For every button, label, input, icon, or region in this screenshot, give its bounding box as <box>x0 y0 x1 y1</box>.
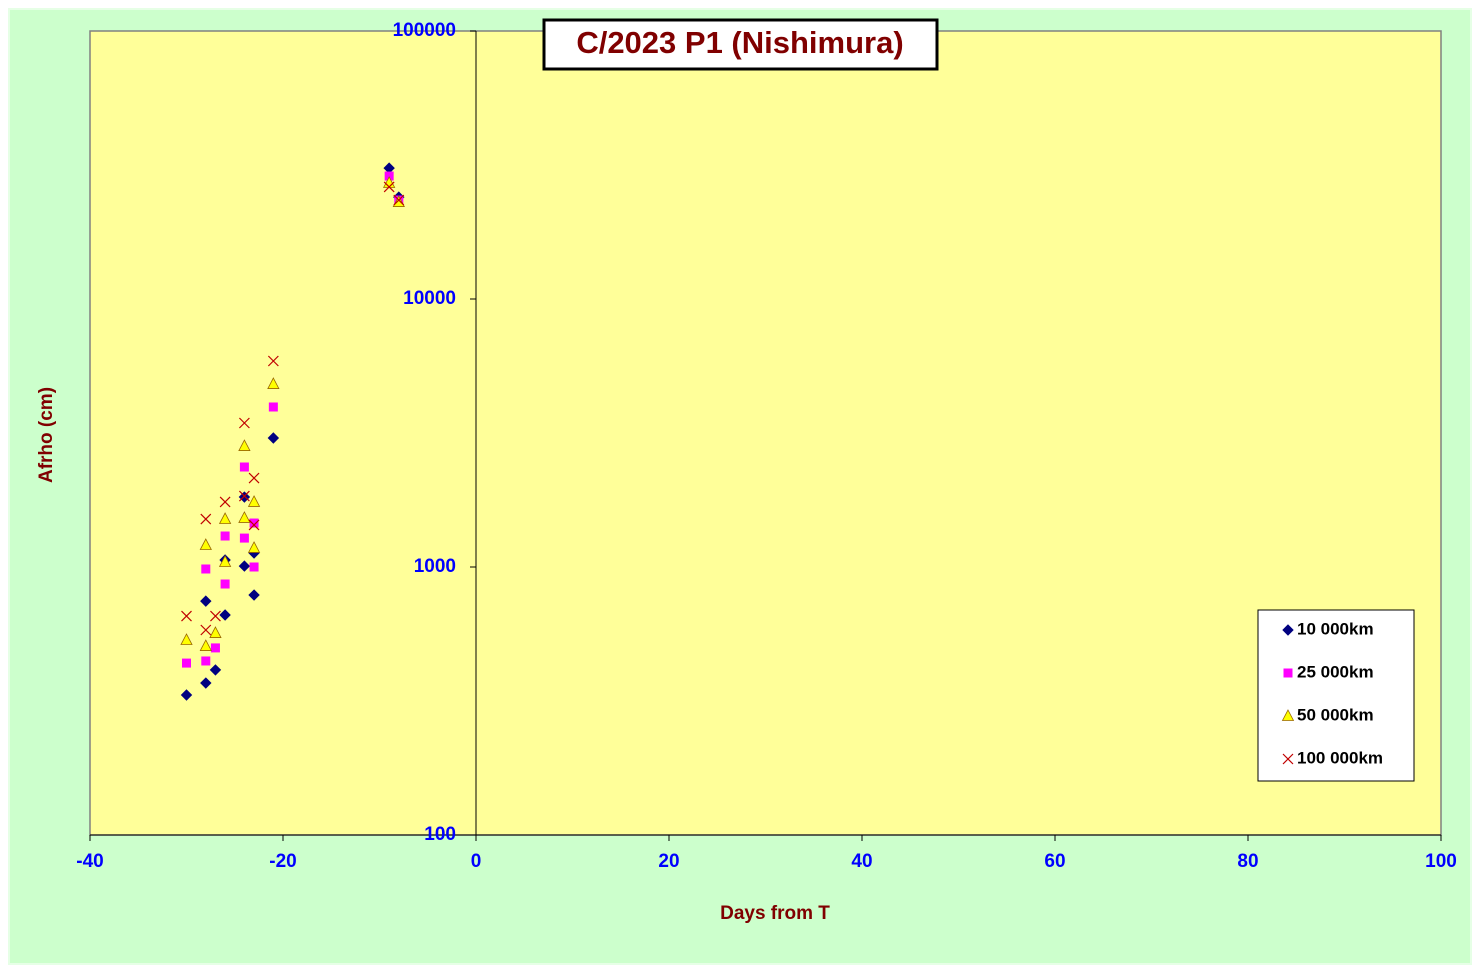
legend-label: 50 000km <box>1297 705 1374 724</box>
point <box>200 513 212 525</box>
y-tick-label: 100 <box>424 824 456 845</box>
point <box>238 491 251 503</box>
x-tick-label: 100 <box>1425 851 1457 872</box>
y-tick-label: 1000 <box>414 556 456 577</box>
point <box>220 579 230 589</box>
x-axis-label: Days from T <box>720 903 830 924</box>
point <box>248 589 260 601</box>
point <box>248 519 260 531</box>
point <box>200 595 212 607</box>
point <box>247 495 261 507</box>
legend-marker <box>1282 624 1294 636</box>
point <box>238 511 251 523</box>
x-tick-label: -20 <box>269 851 296 872</box>
point <box>209 664 222 676</box>
point <box>238 560 251 572</box>
point <box>219 496 231 508</box>
y-tick-label: 100000 <box>393 20 456 41</box>
point <box>249 518 259 528</box>
point <box>210 610 221 622</box>
point <box>239 533 249 543</box>
point <box>247 541 261 553</box>
point <box>210 643 220 653</box>
x-tick-label: 60 <box>1044 851 1065 872</box>
legend-marker <box>1281 709 1295 721</box>
point <box>182 658 191 668</box>
x-tick-label: 20 <box>658 851 679 872</box>
legend-label: 100 000km <box>1297 748 1383 767</box>
point <box>267 377 280 389</box>
point <box>249 562 259 572</box>
plot-area <box>89 30 1442 836</box>
x-tick-label: 0 <box>471 851 482 872</box>
point <box>199 639 212 651</box>
x-tick-label: -40 <box>76 851 103 872</box>
point <box>393 194 405 206</box>
legend-label: 10 000km <box>1297 619 1374 638</box>
x-tick-label: 80 <box>1237 851 1258 872</box>
legend-box <box>1257 609 1415 782</box>
point <box>267 432 280 444</box>
point <box>239 462 249 472</box>
point <box>384 171 394 181</box>
point <box>267 355 279 367</box>
point <box>209 626 222 638</box>
point <box>248 472 260 484</box>
point <box>180 689 193 701</box>
point <box>201 656 211 666</box>
point <box>200 624 212 636</box>
legend-label: 25 000km <box>1297 662 1374 681</box>
point <box>218 512 232 524</box>
point <box>219 609 231 621</box>
legend-marker <box>1283 668 1293 678</box>
y-tick-label: 10000 <box>403 288 456 309</box>
chart-title: C/2023 P1 (Nishimura) <box>576 25 903 60</box>
point <box>180 633 193 645</box>
point <box>200 677 212 689</box>
y-axis-label: Afrho (cm) <box>36 387 57 483</box>
point <box>220 531 230 541</box>
legend-marker <box>1282 753 1294 765</box>
point <box>218 555 232 567</box>
x-tick-label: 40 <box>851 851 872 872</box>
point <box>392 195 405 207</box>
title-box <box>542 18 939 71</box>
point <box>181 610 192 622</box>
point <box>383 181 395 193</box>
point <box>199 538 212 550</box>
point <box>238 417 250 429</box>
point <box>201 564 211 574</box>
point <box>238 439 251 451</box>
point <box>268 402 278 412</box>
point <box>238 490 250 502</box>
